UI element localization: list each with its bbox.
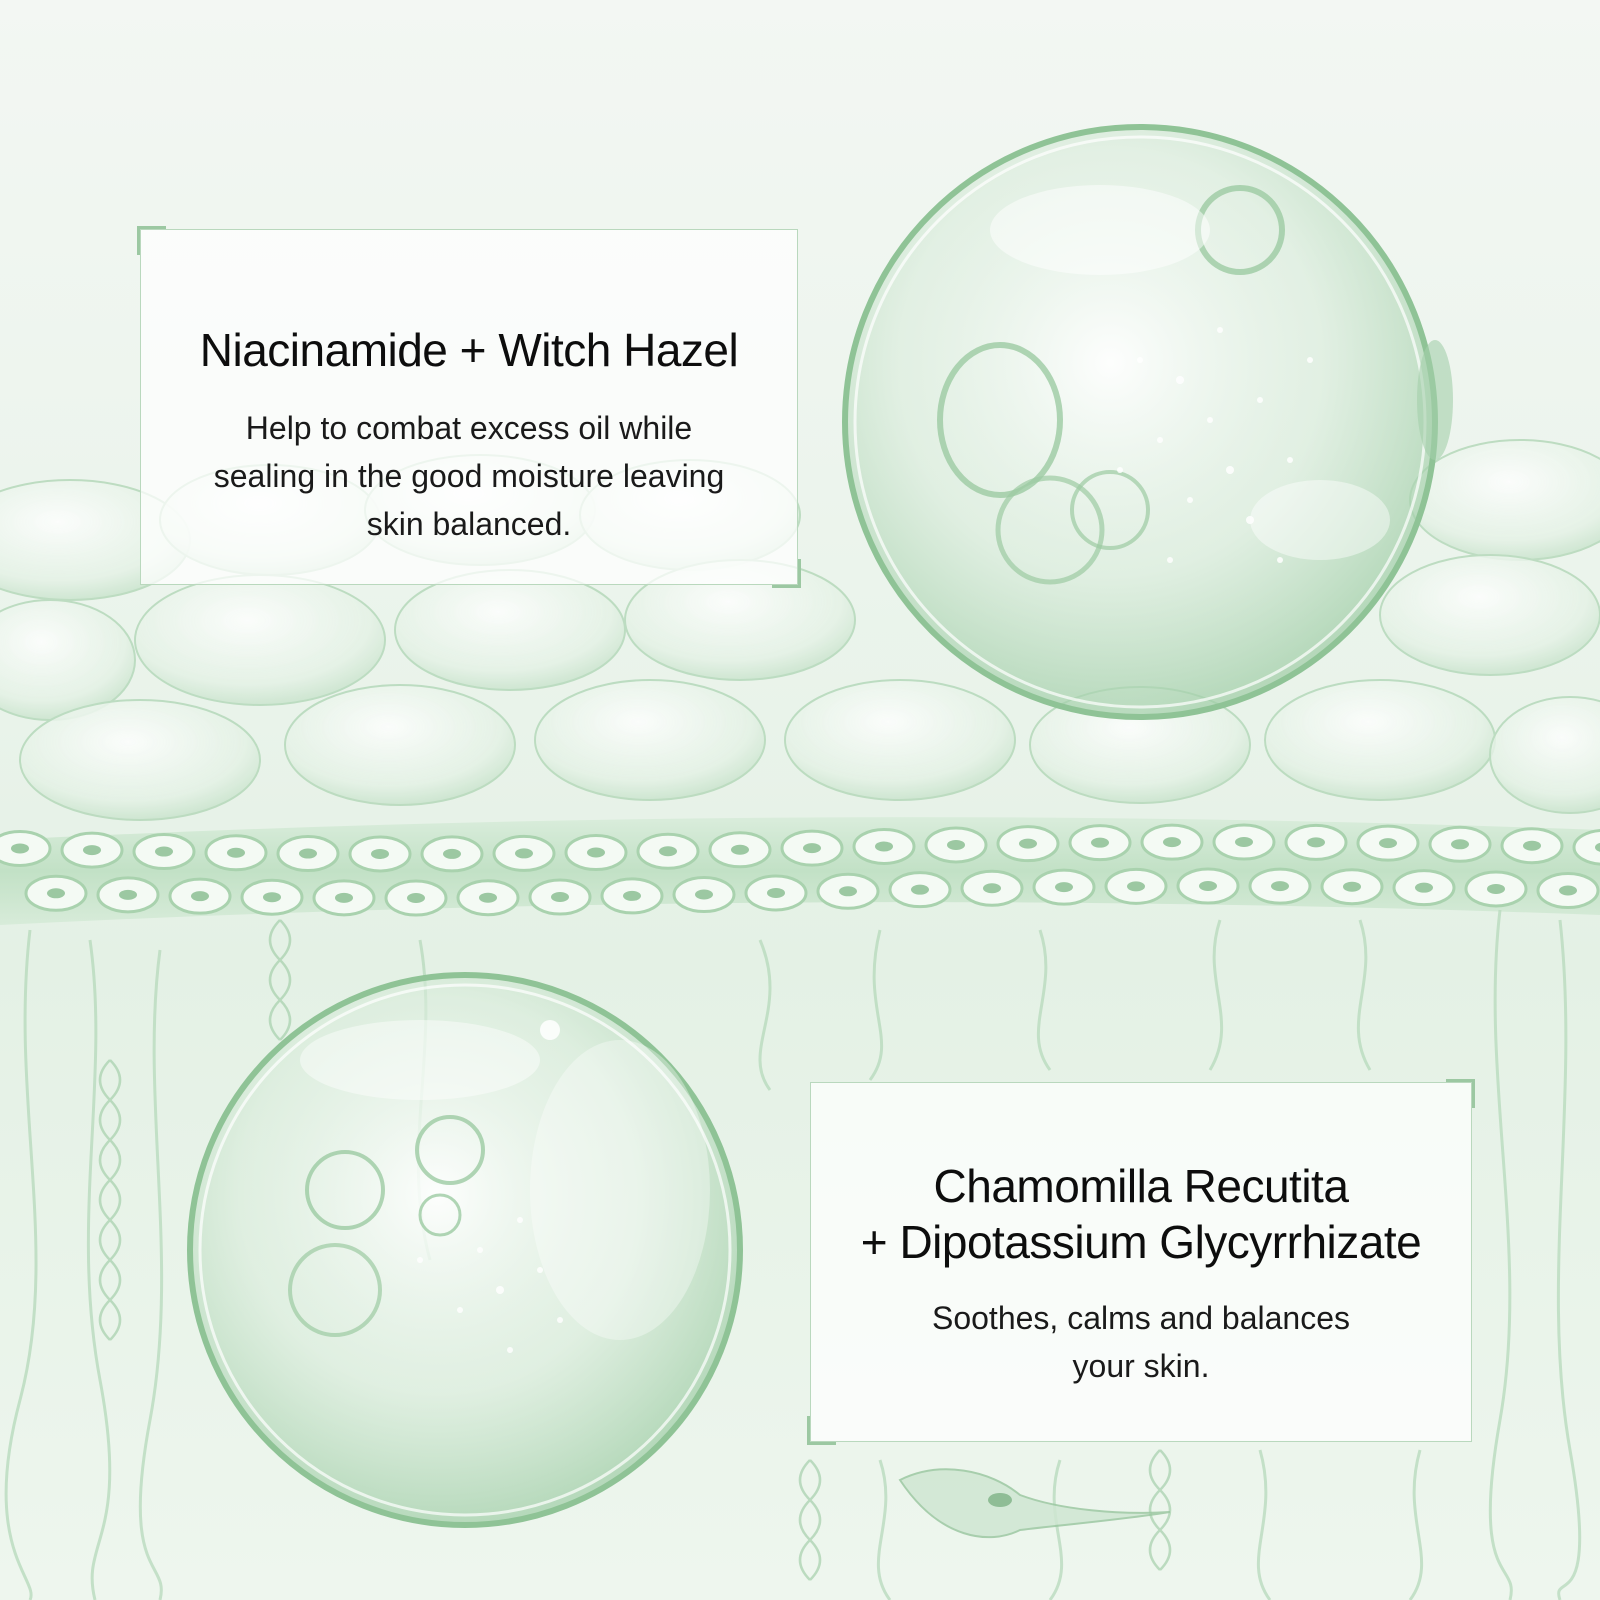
ring-cell-core <box>983 883 1001 894</box>
ring-cell-core <box>1343 881 1361 892</box>
ring-cell-core <box>695 889 713 900</box>
ring-cell-core <box>515 848 533 859</box>
serum-bubble-small <box>187 972 743 1528</box>
ring-cell-core <box>839 886 857 897</box>
card-title: Chamomilla Recutita + Dipotassium Glycyr… <box>811 1158 1471 1270</box>
ring-cell-core <box>1127 881 1145 892</box>
ring-cell-core <box>47 888 65 899</box>
ring-cell-core <box>155 846 173 857</box>
card-description-line: Help to combat excess oil while <box>245 410 693 446</box>
ring-cell-core <box>659 846 677 857</box>
card-title-line: Chamomilla Recutita <box>933 1160 1349 1212</box>
ring-cell-core <box>1019 838 1037 849</box>
ring-cell-core <box>623 890 641 901</box>
ingredient-card-niacinamide: Niacinamide + Witch Hazel Help to combat… <box>137 226 801 588</box>
ring-cell-core <box>443 848 461 859</box>
cell-chain-band <box>0 817 1600 925</box>
ring-cell-core <box>335 892 353 903</box>
corner-accent <box>1446 1079 1475 1108</box>
ring-cell-core <box>1055 882 1073 893</box>
corner-accent <box>772 559 801 588</box>
card-title-line: + Dipotassium Glycyrrhizate <box>860 1216 1422 1268</box>
ring-cell-core <box>1595 842 1600 852</box>
ring-cell-core <box>1163 837 1181 848</box>
ring-cell-core <box>1559 885 1577 896</box>
ring-cell-core <box>551 892 569 903</box>
fibroblast-cell <box>898 1468 1171 1539</box>
ring-cell-core <box>1235 837 1253 848</box>
card-description-line: sealing in the good moisture leaving <box>213 458 725 494</box>
ring-cell-core <box>227 847 245 858</box>
ring-cell-core <box>1451 839 1469 850</box>
card-title: Niacinamide + Witch Hazel <box>199 324 739 376</box>
ring-cell-core <box>1487 883 1505 894</box>
serum-bubble-large <box>842 124 1453 720</box>
card-description-line: Soothes, calms and balances <box>931 1300 1351 1336</box>
ring-cell-core <box>587 847 605 858</box>
ring-cell-core <box>875 841 893 852</box>
ring-cell-core <box>731 844 749 855</box>
ring-cell-core <box>119 889 137 900</box>
ring-cell-core <box>407 892 425 903</box>
ring-cell-core <box>479 892 497 903</box>
ring-cell-core <box>83 845 101 856</box>
ring-cell-core <box>1271 881 1289 892</box>
helix-strands <box>98 919 1172 1581</box>
ingredient-card-chamomilla: Chamomilla Recutita + Dipotassium Glycyr… <box>807 1079 1475 1445</box>
card-description-line: your skin. <box>1072 1348 1210 1384</box>
ring-cell <box>1572 828 1600 866</box>
ring-cell-core <box>1199 881 1217 892</box>
corner-accent <box>137 226 166 255</box>
card-description: Help to combat excess oil while sealing … <box>141 404 797 548</box>
dermis-fibers <box>4 909 1582 1600</box>
ring-cell-core <box>1307 837 1325 848</box>
ring-cell-core <box>191 891 209 902</box>
ring-cell-core <box>371 848 389 859</box>
ring-cell-core <box>947 839 965 850</box>
ring-cell-core <box>1379 838 1397 849</box>
ring-cell-core <box>263 892 281 903</box>
ring-cell-core <box>1523 840 1541 851</box>
ring-cell-core <box>911 884 929 895</box>
ring-cell-core <box>299 848 317 859</box>
ring-cell-core <box>11 843 29 854</box>
ring-cell-core <box>1091 837 1109 848</box>
ring-cell-core <box>767 887 785 898</box>
corner-accent <box>807 1416 836 1445</box>
ring-cell-core <box>803 843 821 854</box>
card-description-line: skin balanced. <box>366 506 572 542</box>
ring-cell-core <box>1415 882 1433 893</box>
upper-cell-layer <box>0 439 1600 821</box>
card-description: Soothes, calms and balances your skin. <box>811 1294 1471 1390</box>
